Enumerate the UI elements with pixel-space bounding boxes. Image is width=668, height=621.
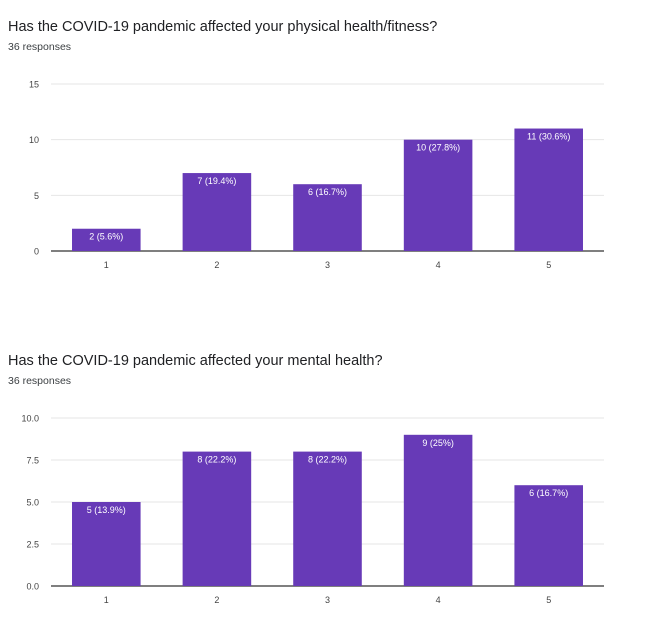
bar-data-label: 5 (13.9%) <box>87 505 126 515</box>
response-count: 36 responses <box>8 375 72 387</box>
bar[interactable] <box>182 451 252 586</box>
bar-data-label: 11 (30.6%) <box>527 132 570 142</box>
x-tick-label: 3 <box>325 260 330 270</box>
bar-data-label: 9 (25%) <box>422 438 454 448</box>
bar-chart-physical: 0 5 10 15 2 (5.6%) 1 7 (19.4%) 2 6 (16.7%) 3 10 (2… <box>29 80 604 270</box>
bar[interactable] <box>293 451 362 586</box>
y-tick-label: 0 <box>34 247 39 257</box>
bar[interactable] <box>403 139 473 251</box>
x-tick-label: 1 <box>104 595 109 605</box>
bar[interactable] <box>182 173 252 251</box>
x-tick-label: 2 <box>214 595 219 605</box>
bar-data-label: 8 (22.2%) <box>197 455 236 465</box>
x-tick-label: 4 <box>436 595 441 605</box>
bar-chart-mental: 0.0 2.5 5.0 7.5 10.0 5 (13.9%) 1 8 (22.2%) 2 8 (2… <box>21 414 604 605</box>
x-tick-label: 5 <box>546 595 551 605</box>
bar-data-label: 2 (5.6%) <box>89 232 123 242</box>
x-tick-label: 4 <box>436 260 441 270</box>
bar[interactable] <box>514 485 583 586</box>
bar[interactable] <box>72 228 141 251</box>
bar-data-label: 7 (19.4%) <box>197 176 236 186</box>
y-tick-label: 15 <box>29 80 39 90</box>
bar[interactable] <box>403 434 473 586</box>
x-tick-label: 5 <box>546 260 551 270</box>
x-tick-label: 1 <box>104 260 109 270</box>
bar-data-label: 6 (16.7%) <box>529 488 568 498</box>
y-tick-label: 10 <box>29 135 39 145</box>
response-count: 36 responses <box>8 41 72 53</box>
bar-data-label: 8 (22.2%) <box>308 455 347 465</box>
bar[interactable] <box>293 184 362 251</box>
y-tick-label: 0.0 <box>26 582 39 592</box>
y-tick-label: 5 <box>34 191 39 201</box>
bar[interactable] <box>514 128 583 251</box>
bar[interactable] <box>72 502 141 586</box>
y-tick-label: 5.0 <box>26 498 39 508</box>
bar-data-label: 6 (16.7%) <box>308 187 347 197</box>
chart-panel-physical: Has the COVID-19 pandemic affected your … <box>0 0 668 300</box>
y-tick-label: 2.5 <box>26 540 39 550</box>
question-title: Has the COVID-19 pandemic affected your … <box>8 19 438 35</box>
chart-panel-mental: Has the COVID-19 pandemic affected your … <box>0 336 668 621</box>
bar-data-label: 10 (27.8%) <box>416 143 460 153</box>
question-title: Has the COVID-19 pandemic affected your … <box>8 353 383 369</box>
y-tick-label: 7.5 <box>26 456 39 466</box>
x-tick-label: 2 <box>214 260 219 270</box>
x-tick-label: 3 <box>325 595 330 605</box>
y-tick-label: 10.0 <box>21 414 39 424</box>
